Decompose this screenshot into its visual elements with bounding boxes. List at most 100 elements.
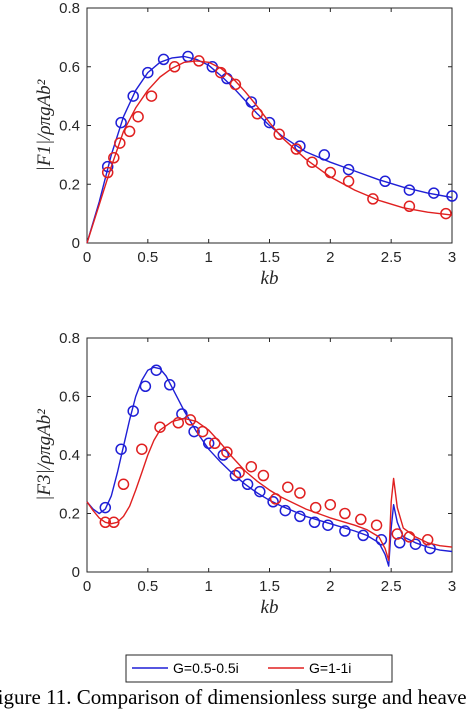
data-point bbox=[440, 207, 452, 220]
data-point bbox=[324, 498, 337, 511]
y-tick-label: 0.6 bbox=[59, 59, 80, 76]
chart-heave-force: 0 0.5 1 1.5 2 2.5 3 0 0.2 0.4 0.6 0.8 kb |F3|/ρπgAb² bbox=[34, 330, 456, 618]
series-line-1 bbox=[86, 60, 453, 244]
data-point bbox=[290, 143, 303, 155]
x-tick-label: 0.5 bbox=[137, 578, 158, 595]
y-tick-label: 0.2 bbox=[59, 506, 80, 523]
data-point bbox=[127, 405, 139, 417]
data-point bbox=[379, 175, 391, 188]
data-point bbox=[229, 469, 242, 482]
data-point bbox=[263, 116, 276, 129]
data-point bbox=[309, 501, 322, 514]
figure-caption: Figure 11. Comparison of dimensionless s… bbox=[0, 685, 467, 709]
x-axis-label: kb bbox=[261, 268, 279, 289]
y-tick-label: 0.6 bbox=[59, 389, 80, 406]
data-point bbox=[217, 449, 230, 461]
y-tick-label: 0.8 bbox=[59, 0, 80, 17]
data-point bbox=[339, 525, 351, 537]
data-point bbox=[139, 380, 152, 393]
data-point bbox=[117, 478, 130, 491]
y-tick-label: 0 bbox=[72, 235, 80, 252]
data-point bbox=[221, 446, 233, 458]
x-tick-label: 3 bbox=[448, 578, 456, 595]
data-point bbox=[254, 485, 266, 498]
x-tick-label: 0 bbox=[83, 578, 91, 595]
data-point bbox=[279, 504, 292, 517]
y-tick-label: 0.4 bbox=[59, 447, 80, 464]
y-axis-label: |F1|/ρπgAb² bbox=[34, 79, 55, 171]
data-point bbox=[267, 496, 279, 508]
data-point bbox=[101, 166, 114, 179]
data-point bbox=[245, 460, 258, 473]
data-point bbox=[357, 529, 369, 542]
data-point bbox=[428, 187, 440, 199]
data-point bbox=[132, 110, 144, 123]
data-point bbox=[150, 364, 163, 376]
data-point bbox=[269, 493, 282, 505]
legend-box bbox=[125, 654, 393, 683]
data-point bbox=[318, 149, 331, 161]
data-point bbox=[168, 61, 181, 73]
data-point bbox=[391, 528, 404, 540]
data-point bbox=[193, 55, 205, 67]
x-axis-label: kb bbox=[261, 597, 279, 618]
x-tick-label: 1.5 bbox=[259, 578, 280, 595]
data-point bbox=[108, 152, 120, 164]
data-point bbox=[421, 534, 434, 546]
data-point bbox=[324, 166, 337, 179]
x-tick-label: 1 bbox=[204, 578, 212, 595]
data-point bbox=[251, 108, 264, 120]
data-point bbox=[209, 437, 221, 450]
data-point bbox=[184, 414, 197, 426]
data-point bbox=[245, 96, 258, 108]
data-point bbox=[127, 90, 139, 102]
y-tick-label: 0.2 bbox=[59, 176, 80, 193]
series-line-0 bbox=[86, 366, 453, 567]
x-tick-label: 1.5 bbox=[259, 249, 280, 266]
x-tick-label: 1 bbox=[204, 249, 212, 266]
data-point bbox=[99, 501, 112, 514]
x-tick-label: 0 bbox=[83, 249, 91, 266]
data-point bbox=[115, 116, 127, 129]
data-point bbox=[157, 53, 170, 66]
data-point bbox=[215, 66, 227, 79]
data-point bbox=[403, 200, 416, 213]
chart-surge-force: 0 0.5 1 1.5 2 2.5 3 0 0.2 0.4 0.6 0.8 kb |F1|/ρπgAb² bbox=[34, 0, 458, 289]
data-point bbox=[339, 507, 351, 520]
data-point bbox=[282, 481, 294, 493]
data-point bbox=[294, 140, 306, 152]
data-point bbox=[257, 469, 270, 482]
data-point bbox=[136, 443, 148, 455]
data-point bbox=[202, 437, 215, 450]
data-point bbox=[342, 175, 355, 188]
data-point bbox=[308, 516, 321, 529]
data-point bbox=[163, 379, 176, 391]
data-point bbox=[172, 417, 185, 429]
data-point bbox=[142, 66, 154, 79]
data-point bbox=[233, 466, 245, 479]
data-point bbox=[229, 78, 242, 91]
series-line-1 bbox=[86, 417, 453, 561]
legend-label-red: G=1-1i bbox=[309, 660, 351, 676]
data-point bbox=[375, 534, 388, 546]
data-point bbox=[123, 125, 136, 138]
data-point bbox=[196, 425, 209, 438]
data-point bbox=[446, 190, 458, 202]
data-point bbox=[114, 137, 126, 149]
series-line-0 bbox=[86, 55, 453, 244]
plot-area bbox=[86, 337, 453, 573]
x-tick-label: 0.5 bbox=[137, 249, 158, 266]
data-point bbox=[409, 538, 422, 550]
data-point bbox=[370, 519, 383, 531]
data-point bbox=[154, 421, 166, 433]
data-point bbox=[99, 516, 112, 529]
data-point bbox=[145, 90, 158, 102]
data-point bbox=[355, 513, 367, 526]
data-point bbox=[367, 193, 379, 205]
data-point bbox=[342, 163, 355, 176]
data-point bbox=[115, 443, 127, 455]
x-tick-label: 2 bbox=[326, 249, 334, 266]
data-point bbox=[241, 478, 254, 491]
data-point bbox=[403, 531, 416, 543]
data-point bbox=[294, 510, 306, 523]
